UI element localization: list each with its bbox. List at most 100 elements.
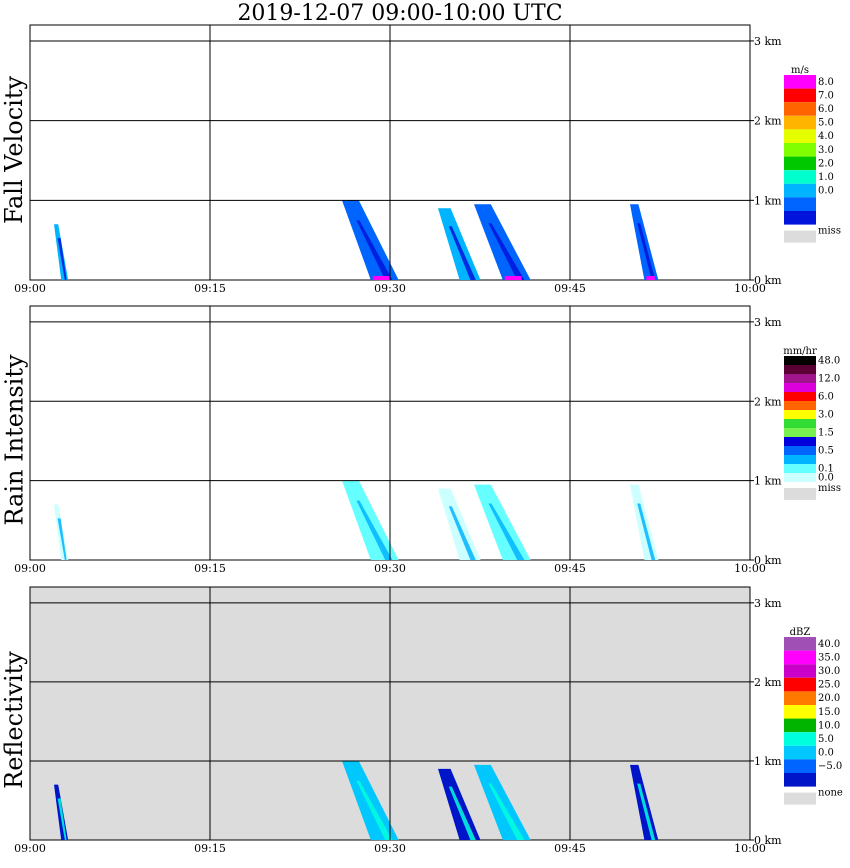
legend-swatch xyxy=(784,691,816,705)
legend-label: 48.0 xyxy=(818,356,840,367)
legend-miss-label: miss xyxy=(818,226,841,237)
panel-0: 0 km 1 km 2 km 3 km 09:00 09:15 09:30 09:45 10:0… xyxy=(14,24,841,295)
legend-swatch xyxy=(784,473,816,482)
precip-cell-core xyxy=(356,780,393,840)
legend-label: 20.0 xyxy=(818,693,840,704)
x-tick-label: 09:15 xyxy=(194,842,226,855)
y-tick-label: 2 km xyxy=(754,115,782,128)
precip-cell-core xyxy=(448,506,476,560)
legend-label: 7.0 xyxy=(818,90,834,101)
legend-swatch xyxy=(784,705,816,719)
precip-cell-core xyxy=(448,786,476,840)
legend-swatch xyxy=(784,197,816,211)
x-tick-label: 09:45 xyxy=(554,562,586,575)
legend-unit: m/s xyxy=(791,65,809,76)
legend-label: 0.0 xyxy=(818,748,834,759)
surface-high-velocity xyxy=(646,276,655,280)
panel-1: 0 km 1 km 2 km 3 km 09:00 09:15 09:30 09:45 10:0… xyxy=(14,305,841,575)
chart-title: 2019-12-07 09:00-10:00 UTC xyxy=(237,1,563,26)
precip-cell-core xyxy=(57,798,67,840)
legend-swatch xyxy=(784,115,816,130)
y-tick-label: 0 km xyxy=(754,274,782,287)
x-tick-label: 09:00 xyxy=(14,562,46,575)
legend-label: 40.0 xyxy=(818,639,840,650)
x-tick-label: 09:45 xyxy=(554,282,586,295)
legend-swatch xyxy=(784,664,816,678)
precip-cell-core xyxy=(488,223,525,280)
legend-label: 25.0 xyxy=(818,680,840,691)
legend-swatch xyxy=(784,102,816,116)
legend-label: 30.0 xyxy=(818,666,840,677)
legend-swatch xyxy=(784,419,816,428)
x-tick-label: 09:00 xyxy=(14,842,46,855)
legend-swatch xyxy=(784,183,816,198)
legend-swatch xyxy=(784,745,816,760)
legend-label: 5.0 xyxy=(818,734,834,745)
legend-swatch xyxy=(784,455,816,464)
legend-label: 0.0 xyxy=(818,186,834,197)
legend-miss-label: miss xyxy=(818,483,841,494)
precip-cell-core xyxy=(356,500,393,560)
legend-swatch xyxy=(784,392,816,401)
y-tick-label: 1 km xyxy=(754,475,782,488)
legend-swatch xyxy=(784,637,816,651)
legend-label: 6.0 xyxy=(818,104,834,115)
y-tick-label: 0 km xyxy=(754,554,782,567)
legend-swatch xyxy=(784,437,816,446)
legend-swatch xyxy=(784,464,816,473)
y-tick-label: 3 km xyxy=(754,316,782,329)
legend-label: 1.0 xyxy=(818,172,834,183)
x-tick-label: 10:00 xyxy=(734,562,766,575)
legend-unit: mm/hr xyxy=(783,346,817,357)
legend-swatch xyxy=(784,170,816,184)
x-tick-label: 09:45 xyxy=(554,842,586,855)
y-tick-label: 3 km xyxy=(754,597,782,610)
surface-high-velocity xyxy=(372,276,390,280)
legend-swatch xyxy=(784,650,816,665)
precip-cell-core xyxy=(57,238,67,280)
legend-swatch xyxy=(784,732,816,746)
legend-swatch xyxy=(784,428,816,437)
precip-cell-core xyxy=(637,503,656,560)
precip-cell-core xyxy=(356,220,393,280)
y-tick-label: 2 km xyxy=(754,395,782,408)
legend-swatch xyxy=(784,718,816,733)
surface-high-velocity xyxy=(504,276,522,280)
legend-label: 4.0 xyxy=(818,131,834,142)
legend-miss-label: none xyxy=(818,788,843,799)
legend-swatch xyxy=(784,75,816,89)
precip-cell-core xyxy=(637,783,656,840)
legend-swatch xyxy=(784,383,816,392)
precip-cell-core xyxy=(488,783,525,840)
x-tick-label: 09:30 xyxy=(374,562,406,575)
legend-swatch xyxy=(784,759,816,773)
legend-swatch xyxy=(784,365,816,374)
legend-label: 8.0 xyxy=(818,77,834,88)
legend-label: 5.0 xyxy=(818,118,834,129)
y-tick-label: 1 km xyxy=(754,755,782,768)
precip-cell-core xyxy=(488,503,525,560)
legend-swatch xyxy=(784,88,816,103)
legend-swatch xyxy=(784,773,816,787)
legend-miss-swatch xyxy=(784,488,816,500)
y-tick-label: 1 km xyxy=(754,194,782,207)
legend-miss-swatch xyxy=(784,792,816,805)
precip-cell-core xyxy=(448,226,476,280)
legend-label: −5.0 xyxy=(818,761,842,772)
x-tick-label: 10:00 xyxy=(734,842,766,855)
y-tick-label: 2 km xyxy=(754,676,782,689)
legend-swatch xyxy=(784,446,816,455)
precip-cell-core xyxy=(637,223,656,280)
legend-swatch xyxy=(784,211,816,225)
precip-cell-core xyxy=(57,518,67,560)
legend-label: 10.0 xyxy=(818,720,840,731)
y-tick-label: 3 km xyxy=(754,35,782,48)
legend-swatch xyxy=(784,156,816,171)
legend-miss-swatch xyxy=(784,230,816,243)
x-tick-label: 09:30 xyxy=(374,282,406,295)
legend-swatch xyxy=(784,401,816,410)
legend-label: 3.0 xyxy=(818,410,834,421)
legend-label: 1.5 xyxy=(818,428,834,439)
y-tick-label: 0 km xyxy=(754,834,782,847)
